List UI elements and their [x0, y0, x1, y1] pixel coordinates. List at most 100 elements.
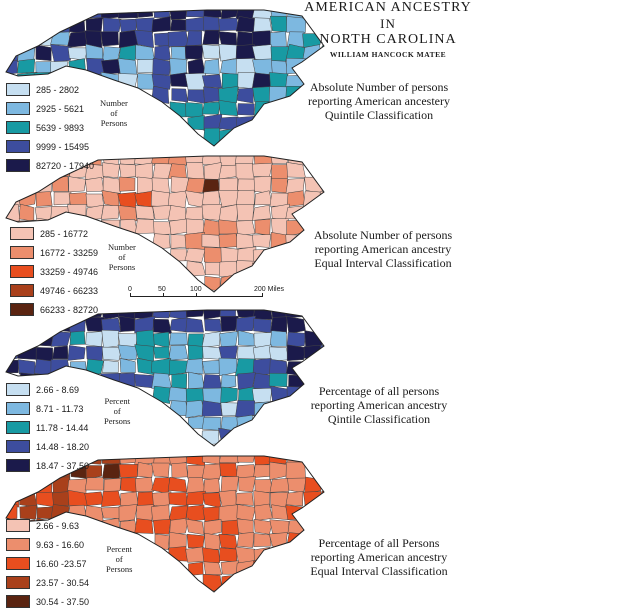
county-region — [135, 44, 156, 63]
county-region — [186, 218, 205, 235]
legend-item: 14.48 - 18.20 — [6, 437, 89, 456]
county-region — [201, 74, 223, 89]
legend-swatch — [6, 538, 30, 551]
county-region — [254, 401, 273, 419]
county-region — [220, 386, 238, 404]
county-region — [187, 57, 206, 76]
caption-line: Equal Interval Classification — [314, 256, 452, 270]
county-region — [102, 517, 121, 535]
county-region — [237, 178, 256, 193]
caption-line: reporting American ancestry — [310, 398, 448, 412]
caption-line: Absolute Number of persons — [313, 228, 453, 242]
county-region — [203, 10, 223, 18]
county-region — [50, 331, 72, 347]
county-region — [235, 10, 255, 20]
county-region — [203, 310, 222, 320]
county-region — [253, 519, 274, 535]
county-region — [153, 331, 170, 348]
county-region — [169, 310, 187, 320]
county-region — [185, 17, 205, 32]
county-region — [135, 476, 154, 492]
county-region — [152, 57, 172, 76]
county-region — [203, 246, 223, 265]
legend-swatch — [6, 576, 30, 589]
county-region — [218, 427, 238, 446]
legend-unit-label: Number of Persons — [100, 98, 128, 128]
county-region — [286, 16, 307, 33]
unit-line: Persons — [100, 118, 128, 128]
county-region — [171, 373, 188, 389]
county-region — [202, 29, 220, 45]
county-region — [219, 462, 238, 478]
county-region — [103, 17, 122, 34]
county-region — [236, 189, 255, 208]
county-region — [50, 44, 72, 63]
map-caption-1: Absolute Number of persons reporting Ame… — [284, 80, 474, 122]
legend-swatch — [6, 83, 30, 96]
county-region — [303, 359, 322, 376]
county-region — [120, 477, 137, 493]
county-region — [236, 31, 254, 47]
county-region — [221, 10, 239, 20]
county-region — [269, 519, 290, 534]
county-region — [6, 359, 19, 374]
legend-item: 5639 - 9893 — [6, 118, 94, 137]
caption-line: Qintile Classification — [327, 412, 431, 426]
county-region — [269, 10, 287, 18]
legend-item: 18.47 - 37.50 — [6, 456, 89, 475]
legend-swatch — [6, 402, 30, 415]
legend-swatch — [10, 265, 34, 278]
scale-tick — [196, 293, 197, 297]
unit-line: Persons — [104, 416, 131, 426]
county-region — [53, 191, 72, 206]
unit-line: Persons — [108, 262, 136, 272]
county-region — [186, 260, 206, 277]
legend-unit-label: Number of Persons — [108, 242, 136, 272]
county-region — [319, 190, 324, 209]
county-region — [168, 386, 187, 403]
legend-unit-label: Percent of Persons — [104, 396, 130, 426]
county-region — [204, 318, 223, 332]
county-region — [168, 492, 189, 507]
county-region — [171, 88, 189, 103]
legend-swatch — [10, 284, 34, 297]
county-region — [169, 517, 189, 535]
county-region — [286, 315, 306, 335]
county-region — [101, 190, 120, 208]
county-region — [253, 533, 272, 547]
county-region — [185, 504, 205, 522]
county-region — [285, 491, 304, 507]
legend-label: 2.66 - 9.63 — [36, 520, 80, 531]
county-region — [220, 476, 239, 493]
county-region — [101, 317, 121, 333]
legend-item: 2.66 - 8.69 — [6, 380, 89, 399]
county-region — [169, 332, 188, 346]
scale-tick — [163, 293, 164, 297]
county-region — [101, 456, 121, 465]
scale-label: 50 — [158, 286, 166, 293]
county-map — [5, 9, 325, 147]
county-region — [304, 205, 323, 221]
author-name: WILLIAM HANCOCK MATEE — [329, 50, 447, 59]
county-region — [237, 456, 257, 463]
county-region — [221, 519, 240, 535]
county-region — [269, 15, 289, 33]
county-region — [271, 60, 289, 75]
county-region — [202, 547, 221, 564]
county-region — [220, 560, 239, 575]
county-region — [168, 531, 187, 550]
county-region — [271, 164, 289, 180]
county-region — [218, 86, 239, 104]
scale-bar: 0 50 100 200 Miles — [128, 286, 310, 302]
legend-item: 2.66 - 9.63 — [6, 516, 89, 535]
county-region — [253, 332, 273, 348]
legend-label: 285 - 2802 — [36, 84, 80, 95]
county-region — [100, 204, 120, 220]
county-region — [35, 191, 53, 207]
county-region — [35, 44, 52, 61]
county-region — [136, 10, 154, 18]
county-region — [269, 461, 290, 480]
county-region — [220, 315, 240, 332]
county-region — [203, 519, 222, 537]
county-region — [286, 162, 306, 178]
